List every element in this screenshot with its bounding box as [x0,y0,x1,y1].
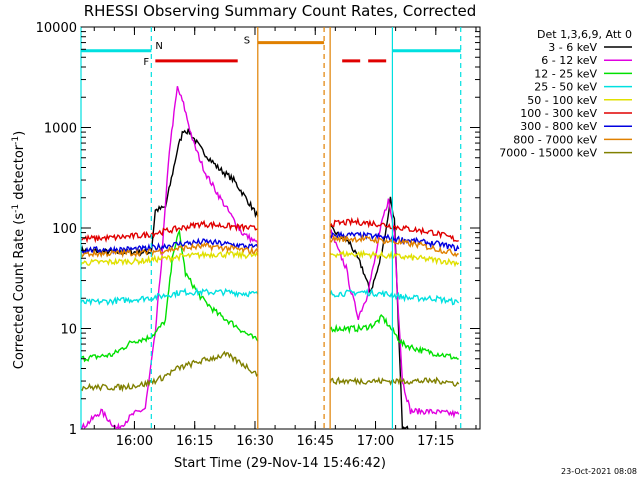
series-line-8-seg-1 [329,375,460,388]
marker-label-N: N [155,41,162,52]
series-line-4-seg-1 [329,249,460,268]
series-line-1-seg-0 [81,86,259,429]
legend-label-8: 7000 - 15000 keV [499,147,597,160]
legend-label-5: 100 - 300 keV [520,107,597,120]
series-line-2-seg-0 [81,228,259,363]
legend-label-4: 50 - 100 keV [527,94,597,107]
chart-title: RHESSI Observing Summary Count Rates, Co… [84,2,477,20]
series-line-2-seg-1 [329,314,459,360]
series-line-0-seg-1 [329,196,415,429]
y-axis-label: Corrected Count Rate (s-1 detector-1) [11,131,27,369]
series-group [81,86,460,429]
series-line-0-seg-0 [81,128,259,257]
series-line-7-seg-1 [329,234,459,258]
series-line-5-seg-1 [329,216,459,242]
y-tick-label-1: 10 [60,323,77,338]
legend-label-7: 800 - 7000 keV [513,133,597,146]
x-axis: 16:00 16:15 16:30 16:45 17:00 17:15 [93,27,477,449]
legend-title: Det 1,3,6,9, Att 0 [537,28,632,41]
legend-label-0: 3 - 6 keV [548,41,597,54]
y-axis: 1 10 100 1000 10000 [36,21,480,438]
legend-label-6: 300 - 800 keV [520,120,597,133]
series-line-3-seg-0 [81,287,259,307]
x-tick-label-0: 16:00 [116,434,153,449]
x-axis-label: Start Time (29-Nov-14 15:46:42) [174,456,386,471]
y-tick-label-0: 1 [69,423,77,438]
marker-label-S: S [244,36,250,47]
marker-label-F: F [143,57,149,68]
series-line-6-seg-0 [81,237,259,255]
x-tick-label-4: 17:00 [357,434,394,449]
series-line-4-seg-0 [81,249,259,267]
y-tick-label-2: 100 [52,222,77,237]
series-line-6-seg-1 [329,230,460,252]
series-line-8-seg-0 [81,350,259,393]
x-tick-label-5: 17:15 [417,434,454,449]
x-tick-label-3: 16:45 [297,434,334,449]
legend-label-1: 6 - 12 keV [541,54,597,67]
y-tick-label-3: 1000 [44,122,77,137]
plot-frame [80,26,481,430]
plot-area: NF S [80,26,481,430]
footer-date: 23-Oct-2021 08:08 [561,467,637,476]
series-line-7-seg-0 [81,241,259,259]
series-line-5-seg-0 [81,219,259,244]
x-tick-label-2: 16:30 [236,434,273,449]
legend-label-3: 25 - 50 keV [534,81,597,94]
legend-label-2: 12 - 25 keV [534,67,597,80]
series-line-3-seg-1 [329,288,460,306]
x-tick-label-1: 16:15 [176,434,213,449]
y-tick-label-4: 10000 [36,21,77,36]
